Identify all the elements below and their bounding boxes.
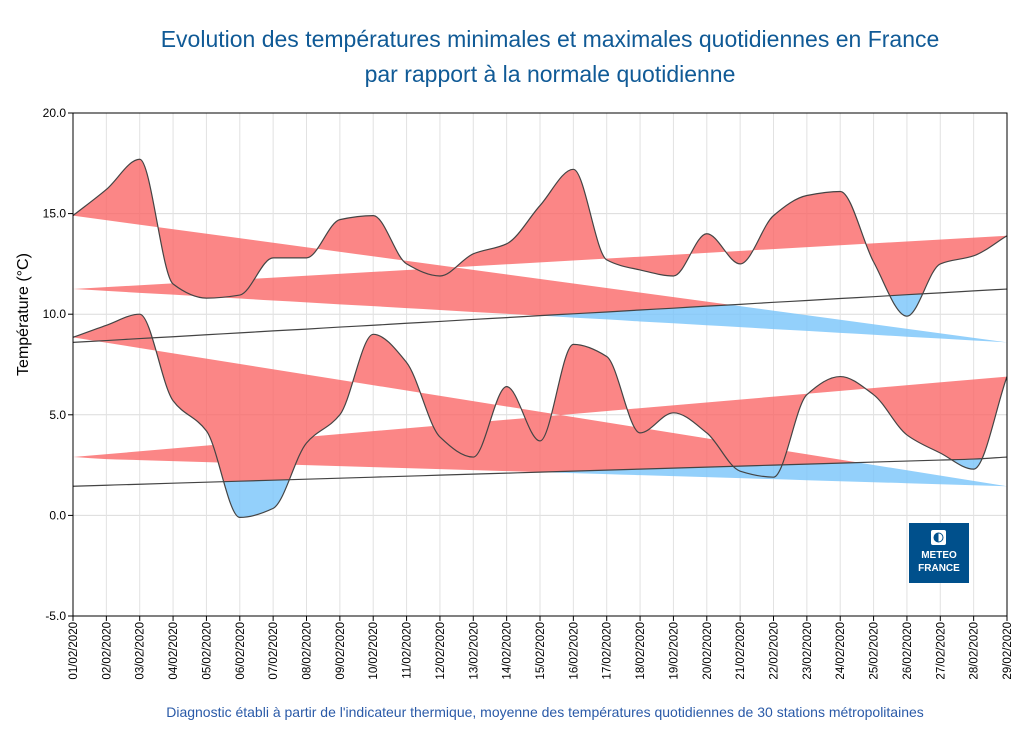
- plot-frame: [72, 112, 1008, 617]
- temperature-line: [72, 313, 1008, 519]
- x-tick-label: 27/02/2020: [935, 622, 947, 680]
- normal-line: [72, 288, 1008, 343]
- x-tick-label: 03/02/2020: [135, 622, 147, 680]
- svg-text:METEO: METEO: [921, 550, 957, 561]
- x-tick-label: 22/02/2020: [769, 622, 781, 680]
- y-tick-label: 0.0: [49, 508, 66, 522]
- x-tick-label: 21/02/2020: [735, 622, 747, 680]
- x-tick-label: 26/02/2020: [902, 622, 914, 680]
- x-tick-label: 19/02/2020: [668, 622, 680, 680]
- x-tick-label: 13/02/2020: [468, 622, 480, 680]
- x-tick-label: 18/02/2020: [635, 622, 647, 680]
- x-tick-label: 29/02/2020: [1002, 622, 1014, 680]
- temperature-line: [72, 158, 1008, 317]
- x-tick-label: 28/02/2020: [969, 622, 981, 680]
- x-tick-label: 10/02/2020: [368, 622, 380, 680]
- x-tick-label: 24/02/2020: [835, 622, 847, 680]
- x-tick-label: 12/02/2020: [435, 622, 447, 680]
- x-tick-label: 01/02/2020: [68, 622, 80, 680]
- x-tick-label: 25/02/2020: [869, 622, 881, 680]
- chart-footer-note: Diagnostic établi à partir de l'indicate…: [166, 704, 924, 720]
- y-tick-label: 10.0: [43, 307, 67, 321]
- x-tick-label: 05/02/2020: [201, 622, 213, 680]
- x-tick-label: 14/02/2020: [502, 622, 514, 680]
- x-tick-label: 06/02/2020: [235, 622, 247, 680]
- x-tick-label: 17/02/2020: [602, 622, 614, 680]
- y-axis-label: Température (°C): [15, 253, 32, 376]
- meteo-france-logo: METEO FRANCE: [909, 523, 969, 583]
- svg-text:FRANCE: FRANCE: [918, 563, 960, 574]
- x-tick-label: 08/02/2020: [302, 622, 314, 680]
- x-tick-label: 11/02/2020: [402, 622, 414, 679]
- y-tick-label: 5.0: [49, 408, 66, 422]
- y-tick-label: 20.0: [43, 106, 67, 120]
- x-tick-label: 04/02/2020: [168, 622, 180, 680]
- chart-subtitle: par rapport à la normale quotidienne: [364, 61, 736, 87]
- x-tick-label: 20/02/2020: [702, 622, 714, 680]
- x-tick-label: 02/02/2020: [101, 622, 113, 680]
- x-tick-label: 16/02/2020: [568, 622, 580, 680]
- x-tick-label: 15/02/2020: [535, 622, 547, 680]
- area-above-normal: [73, 159, 1007, 343]
- y-tick-label: 15.0: [43, 207, 67, 221]
- chart-title: Evolution des températures minimales et …: [160, 26, 940, 52]
- y-tick-label: -5.0: [45, 609, 66, 623]
- x-tick-label: 09/02/2020: [335, 622, 347, 680]
- area-below-normal: [73, 457, 1007, 518]
- normal-line: [72, 456, 1008, 487]
- x-tick-label: 07/02/2020: [268, 622, 280, 680]
- x-tick-label: 23/02/2020: [802, 622, 814, 680]
